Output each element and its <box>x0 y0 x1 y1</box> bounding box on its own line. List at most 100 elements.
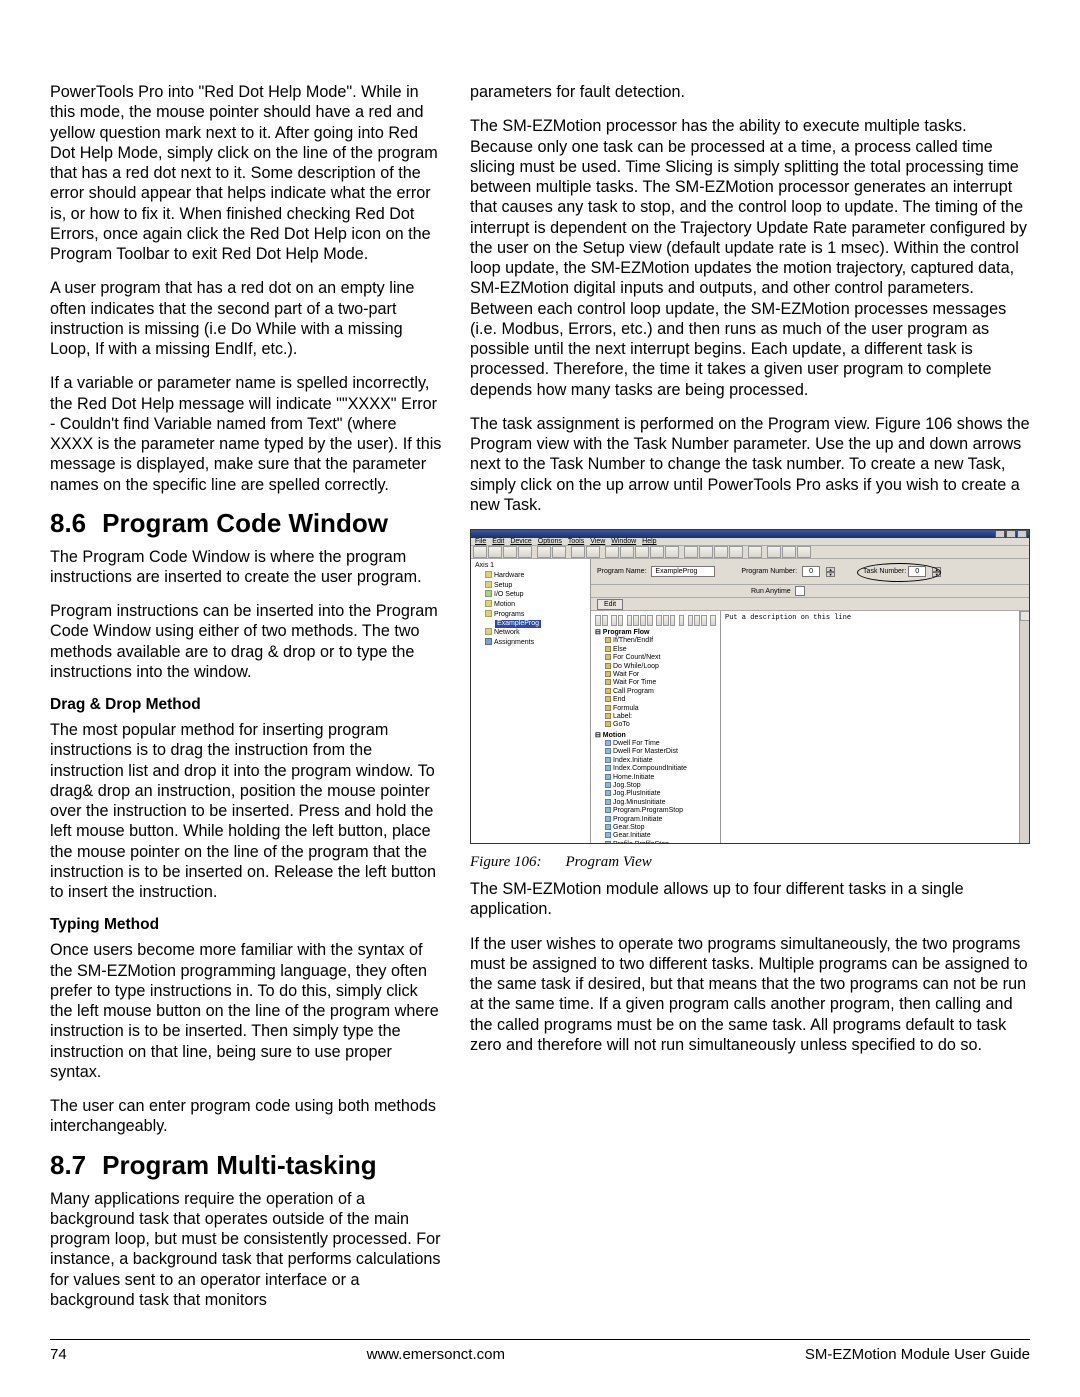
instruction-item[interactable]: Profile.ProfileStop <box>595 841 716 844</box>
tree-item[interactable]: ExampleProg <box>475 620 586 629</box>
tree-item[interactable]: Motion <box>475 600 586 610</box>
menu-item[interactable]: Tools <box>568 538 584 545</box>
instruction-item[interactable]: Jog.MinusInitiate <box>595 799 716 807</box>
toolbar-button-icon[interactable] <box>552 546 566 558</box>
edit-button[interactable]: Edit <box>597 599 623 610</box>
menu-item[interactable]: File <box>475 538 486 545</box>
instruction-item[interactable]: For Count/Next <box>595 654 716 662</box>
toolbar-button-icon[interactable] <box>503 546 517 558</box>
close-icon[interactable] <box>1017 530 1027 538</box>
toolbar-button-icon[interactable] <box>729 546 743 558</box>
instruction-item[interactable]: Dwell For Time <box>595 740 716 748</box>
tree-item[interactable]: Setup <box>475 581 586 591</box>
menu-item[interactable]: Device <box>510 538 531 545</box>
inst-toolbar-icon[interactable] <box>656 615 662 626</box>
inst-toolbar-icon[interactable] <box>670 615 676 626</box>
instruction-item[interactable]: Gear.Stop <box>595 824 716 832</box>
inst-toolbar-icon[interactable] <box>627 615 633 626</box>
instruction-item[interactable]: GoTo <box>595 721 716 729</box>
toolbar-button-icon[interactable] <box>571 546 585 558</box>
instruction-item[interactable]: Program.Initiate <box>595 816 716 824</box>
tree-item[interactable]: Hardware <box>475 571 586 581</box>
menu-item[interactable]: Help <box>642 538 656 545</box>
instruction-item[interactable]: Label: <box>595 713 716 721</box>
inst-toolbar-icon[interactable] <box>701 615 707 626</box>
menu-item[interactable]: Edit <box>492 538 504 545</box>
inst-toolbar-icon[interactable] <box>602 615 608 626</box>
code-pane[interactable]: Put a description on this line <box>721 611 1029 844</box>
max-icon[interactable] <box>1006 530 1016 538</box>
menu-item[interactable]: Window <box>611 538 636 545</box>
menu-item[interactable]: View <box>590 538 605 545</box>
instruction-item[interactable]: If/Then/EndIf <box>595 637 716 645</box>
inst-toolbar-icon[interactable] <box>694 615 700 626</box>
inst-toolbar-icon[interactable] <box>679 615 685 626</box>
toolbar-button-icon[interactable] <box>586 546 600 558</box>
tree-item[interactable]: I/O Setup <box>475 590 586 600</box>
instruction-item[interactable]: Index.Initiate <box>595 757 716 765</box>
instruction-item[interactable]: End <box>595 696 716 704</box>
instruction-group[interactable]: ⊟ Motion <box>595 732 716 740</box>
toolbar-button-icon[interactable] <box>650 546 664 558</box>
inst-toolbar-icon[interactable] <box>647 615 653 626</box>
task-number-field[interactable]: 0 <box>908 566 926 577</box>
menu-item[interactable]: Options <box>538 538 562 545</box>
instruction-item[interactable]: Dwell For MasterDist <box>595 748 716 756</box>
instruction-item[interactable]: Index.CompoundInitiate <box>595 765 716 773</box>
inst-toolbar-icon[interactable] <box>633 615 639 626</box>
instruction-item[interactable]: Call Program <box>595 688 716 696</box>
toolbar-button-icon[interactable] <box>473 546 487 558</box>
tree-item-selected[interactable]: ExampleProg <box>495 620 541 629</box>
vertical-scrollbar[interactable] <box>1019 611 1029 844</box>
toolbar-button-icon[interactable] <box>748 546 762 558</box>
inst-toolbar-icon[interactable] <box>595 615 601 626</box>
run-anytime-checkbox[interactable] <box>795 586 805 596</box>
toolbar-button-icon[interactable] <box>699 546 713 558</box>
instruction-item[interactable]: Jog.Stop <box>595 782 716 790</box>
toolbar-button-icon[interactable] <box>620 546 634 558</box>
toolbar-button-icon[interactable] <box>714 546 728 558</box>
inst-toolbar-icon[interactable] <box>710 615 716 626</box>
tree-item[interactable]: Programs <box>475 610 586 620</box>
toolbar-button-icon[interactable] <box>684 546 698 558</box>
toolbar-button-icon[interactable] <box>665 546 679 558</box>
toolbar-button-icon[interactable] <box>537 546 551 558</box>
toolbar-button-icon[interactable] <box>518 546 532 558</box>
instruction-item[interactable]: Wait For <box>595 671 716 679</box>
instruction-item[interactable]: Wait For Time <box>595 679 716 687</box>
subheading-drag-drop: Drag & Drop Method <box>50 696 444 714</box>
inst-toolbar-icon[interactable] <box>618 615 624 626</box>
tree-item[interactable]: Axis 1 <box>475 562 586 571</box>
run-anytime-row: Run Anytime <box>591 585 1029 598</box>
tree-pane[interactable]: Axis 1HardwareSetupI/O SetupMotionProgra… <box>471 559 591 844</box>
task-number-spinner[interactable]: ▲▼ <box>932 567 941 577</box>
toolbar-button-icon[interactable] <box>605 546 619 558</box>
instruction-pane[interactable]: ⊟ Program FlowIf/Then/EndIfElseFor Count… <box>591 611 721 844</box>
window-titlebar <box>471 530 1029 538</box>
instruction-item[interactable]: Jog.PlusInitiate <box>595 790 716 798</box>
instruction-item[interactable]: Program.ProgramStop <box>595 807 716 815</box>
tree-item[interactable]: Assignments <box>475 638 586 648</box>
toolbar-button-icon[interactable] <box>635 546 649 558</box>
inst-toolbar-icon[interactable] <box>640 615 646 626</box>
instruction-item[interactable]: Home.Initiate <box>595 774 716 782</box>
min-icon[interactable] <box>995 530 1005 538</box>
program-name-field[interactable]: ExampleProg <box>651 566 715 577</box>
code-area[interactable]: Put a description on this line <box>721 611 1029 844</box>
instruction-item[interactable]: Gear.Initiate <box>595 832 716 840</box>
inst-toolbar-icon[interactable] <box>688 615 694 626</box>
tree-item[interactable]: Network <box>475 628 586 638</box>
toolbar-button-icon[interactable] <box>797 546 811 558</box>
instruction-item[interactable]: Else <box>595 646 716 654</box>
inst-toolbar-icon[interactable] <box>611 615 617 626</box>
toolbar-button-icon[interactable] <box>767 546 781 558</box>
instruction-item[interactable]: Do While/Loop <box>595 663 716 671</box>
instruction-item[interactable]: Formula <box>595 705 716 713</box>
menu-bar: File Edit Device Options Tools View Wind… <box>471 538 1029 546</box>
program-number-field[interactable]: 0 <box>802 566 820 577</box>
program-number-spinner[interactable]: ▲▼ <box>826 567 835 577</box>
inst-toolbar-icon[interactable] <box>663 615 669 626</box>
toolbar-button-icon[interactable] <box>782 546 796 558</box>
instruction-group[interactable]: ⊟ Program Flow <box>595 629 716 637</box>
toolbar-button-icon[interactable] <box>488 546 502 558</box>
